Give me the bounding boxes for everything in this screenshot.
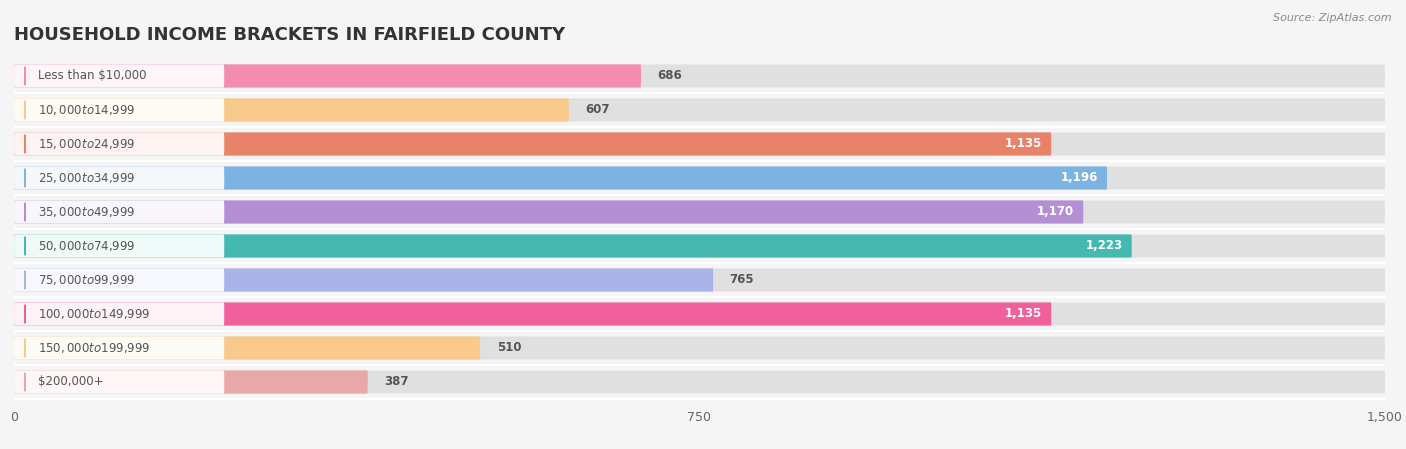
Text: $100,000 to $149,999: $100,000 to $149,999 — [38, 307, 150, 321]
Text: 1,135: 1,135 — [1005, 137, 1042, 150]
FancyBboxPatch shape — [14, 167, 1107, 189]
Text: 1,196: 1,196 — [1060, 172, 1098, 185]
Text: 765: 765 — [730, 273, 754, 286]
FancyBboxPatch shape — [14, 167, 1385, 189]
Text: $75,000 to $99,999: $75,000 to $99,999 — [38, 273, 135, 287]
Text: 1,223: 1,223 — [1085, 239, 1122, 252]
FancyBboxPatch shape — [14, 98, 569, 122]
FancyBboxPatch shape — [14, 303, 1052, 326]
FancyBboxPatch shape — [14, 336, 1385, 360]
FancyBboxPatch shape — [14, 64, 641, 88]
Text: $200,000+: $200,000+ — [38, 375, 103, 388]
FancyBboxPatch shape — [14, 336, 481, 360]
Text: 686: 686 — [658, 70, 682, 83]
Text: $10,000 to $14,999: $10,000 to $14,999 — [38, 103, 135, 117]
Text: 510: 510 — [496, 342, 522, 355]
FancyBboxPatch shape — [14, 98, 225, 122]
FancyBboxPatch shape — [14, 370, 225, 394]
FancyBboxPatch shape — [14, 64, 225, 88]
FancyBboxPatch shape — [14, 132, 1052, 155]
FancyBboxPatch shape — [14, 132, 225, 155]
Text: 1,135: 1,135 — [1005, 308, 1042, 321]
FancyBboxPatch shape — [14, 200, 225, 224]
Text: 387: 387 — [384, 375, 409, 388]
FancyBboxPatch shape — [14, 269, 713, 291]
Text: $25,000 to $34,999: $25,000 to $34,999 — [38, 171, 135, 185]
Text: 607: 607 — [585, 103, 610, 116]
FancyBboxPatch shape — [14, 167, 225, 189]
Text: $50,000 to $74,999: $50,000 to $74,999 — [38, 239, 135, 253]
FancyBboxPatch shape — [14, 303, 1385, 326]
Text: Source: ZipAtlas.com: Source: ZipAtlas.com — [1274, 13, 1392, 23]
Text: 1,170: 1,170 — [1038, 206, 1074, 219]
FancyBboxPatch shape — [14, 336, 225, 360]
Text: Less than $10,000: Less than $10,000 — [38, 70, 146, 83]
FancyBboxPatch shape — [14, 303, 225, 326]
FancyBboxPatch shape — [14, 64, 1385, 88]
Text: $35,000 to $49,999: $35,000 to $49,999 — [38, 205, 135, 219]
FancyBboxPatch shape — [14, 234, 1132, 258]
FancyBboxPatch shape — [14, 200, 1084, 224]
Text: $15,000 to $24,999: $15,000 to $24,999 — [38, 137, 135, 151]
FancyBboxPatch shape — [14, 370, 1385, 394]
Text: $150,000 to $199,999: $150,000 to $199,999 — [38, 341, 150, 355]
FancyBboxPatch shape — [14, 98, 1385, 122]
FancyBboxPatch shape — [14, 370, 368, 394]
FancyBboxPatch shape — [14, 269, 225, 291]
FancyBboxPatch shape — [14, 269, 1385, 291]
FancyBboxPatch shape — [14, 234, 1385, 258]
FancyBboxPatch shape — [14, 132, 1385, 155]
FancyBboxPatch shape — [14, 234, 225, 258]
FancyBboxPatch shape — [14, 200, 1385, 224]
Text: HOUSEHOLD INCOME BRACKETS IN FAIRFIELD COUNTY: HOUSEHOLD INCOME BRACKETS IN FAIRFIELD C… — [14, 26, 565, 44]
